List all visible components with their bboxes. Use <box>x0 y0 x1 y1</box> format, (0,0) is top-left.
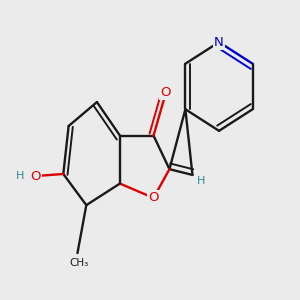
Text: O: O <box>148 191 159 204</box>
Text: O: O <box>161 86 171 99</box>
Text: H: H <box>16 171 24 182</box>
Text: N: N <box>214 36 224 49</box>
Text: CH₃: CH₃ <box>70 258 89 268</box>
Text: O: O <box>31 170 41 183</box>
Text: H: H <box>197 176 206 186</box>
